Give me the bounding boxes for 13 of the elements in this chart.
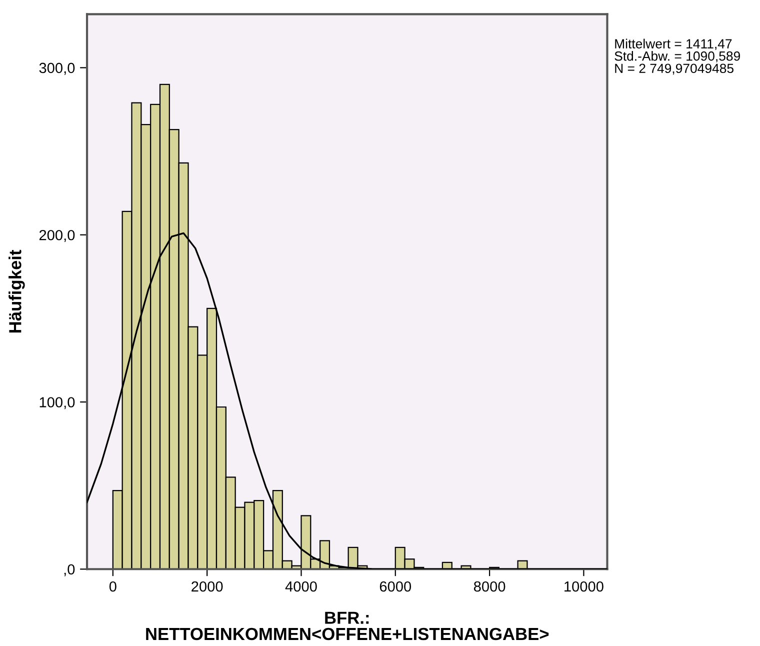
y-tick-label: 100,0 xyxy=(40,397,75,410)
x-tick-label: 8000 xyxy=(474,581,506,592)
x-tick-label: 4000 xyxy=(285,581,317,592)
x-tick-label: 10000 xyxy=(564,581,604,592)
x-tick-label: 6000 xyxy=(380,581,412,592)
y-tick-label: 200,0 xyxy=(39,230,75,242)
text: Mittelwert = 1411,47 Std.-Abw. = 1090,589 N = 2 749,97049485 xyxy=(614,38,740,75)
x-axis-title: BFR.: NETTOEINKOMMEN<OFFENE+LISTENANGABE> xyxy=(146,612,549,640)
x-tick-label: 0 xyxy=(109,581,116,592)
x-tick-label: 2000 xyxy=(192,581,223,592)
y-axis-title: Häufigkeit xyxy=(8,250,25,332)
y-tick-label: 300,0 xyxy=(39,62,75,75)
y-tick-label: ,0 xyxy=(64,564,75,576)
